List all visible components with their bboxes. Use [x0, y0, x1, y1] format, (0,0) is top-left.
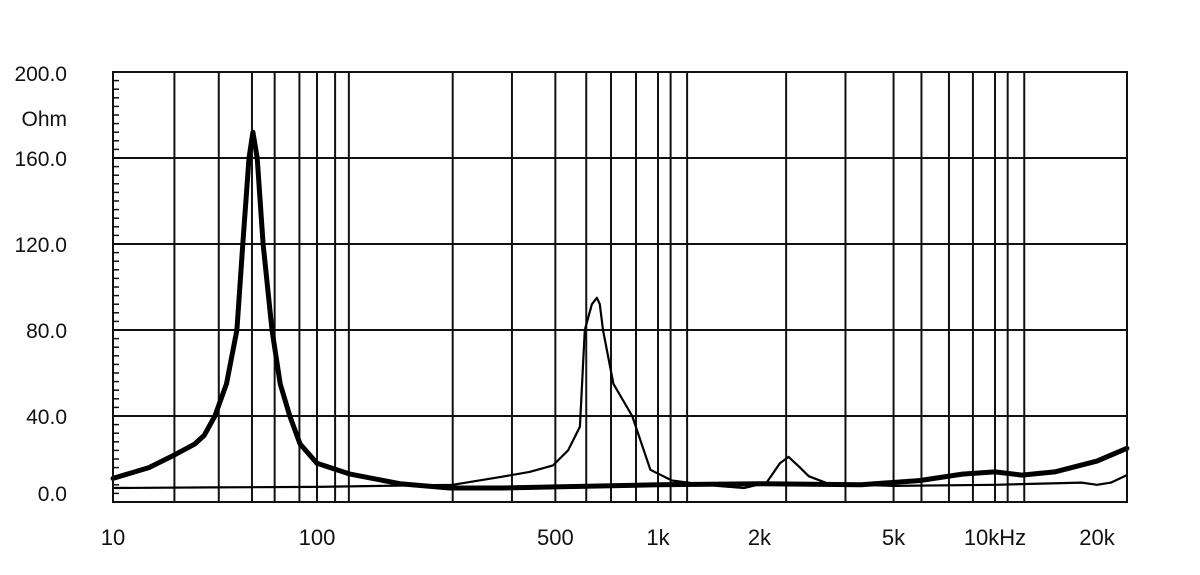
curves — [110, 129, 1130, 491]
x-tick-label: 2k — [748, 525, 772, 550]
x-tick-label: 20k — [1079, 525, 1115, 550]
x-tick-label: 5k — [882, 525, 906, 550]
x-tick-label: 10kHz — [964, 525, 1026, 550]
y-tick-label: 40.0 — [26, 406, 67, 429]
y-tick-label: 160.0 — [14, 148, 67, 171]
x-tick-label: 1k — [646, 525, 670, 550]
impedance-curve-1 — [110, 129, 1130, 491]
x-tick-label: 500 — [537, 525, 574, 550]
y-axis-labels: 200.0 160.0 120.0 80.0 40.0 0.0 — [14, 63, 67, 506]
y-tick-label: 200.0 — [14, 63, 67, 86]
y-tick-label: 120.0 — [14, 234, 67, 257]
x-tick-label: 10 — [101, 525, 125, 550]
y-tick-label: 0.0 — [38, 483, 67, 506]
x-axis-labels: 10 100 500 1k 2k 5k 10kHz 20k — [101, 525, 1116, 550]
impedance-curve-2 — [111, 296, 1128, 490]
x-tick-label: 100 — [299, 525, 336, 550]
plot-frame — [112, 71, 1128, 503]
y-tick-label: 80.0 — [26, 320, 67, 343]
y-unit-label: Ohm — [21, 108, 67, 131]
